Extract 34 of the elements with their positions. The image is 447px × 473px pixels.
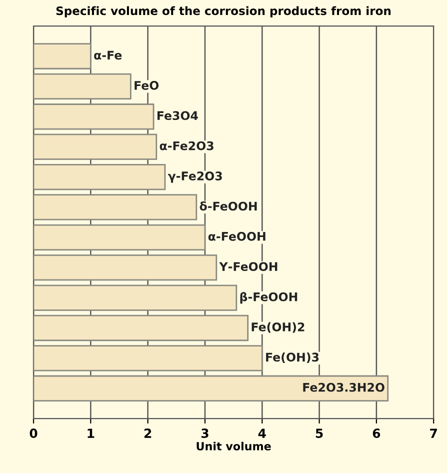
x-tick-label: 4 [258,428,266,438]
bar [34,73,132,100]
x-tick-label: 3 [201,428,208,438]
x-tick-label: 6 [372,428,380,438]
bar [34,194,198,220]
bar [34,284,238,311]
bar [34,345,263,372]
bar [34,43,92,70]
y-tick-label: β-FeOOH [240,292,298,304]
y-tick-label: α-Fe2O3 [160,141,214,150]
x-axis-title: Unit volume [196,442,271,450]
y-tick-label: Fe(OH)3 [266,352,319,363]
y-tick-label: δ-FeOOH [200,201,257,211]
y-tick-label: Fe3O4 [157,111,198,120]
y-tick-label: Fe2O3.3H2O [303,382,384,392]
y-tick-label: α-Fe [94,50,122,60]
y-tick-label: FeO [134,80,159,90]
x-tick-label: 5 [316,428,323,438]
bar [34,164,166,190]
bar [34,254,218,281]
y-tick-label: γ-Fe2O3 [168,172,222,183]
bar [34,375,389,402]
bar [34,104,154,130]
y-tick-label: Fe(OH)2 [252,322,304,333]
bar [34,224,206,250]
x-tick-label: 7 [430,428,437,438]
x-tick-label: 1 [88,428,94,438]
x-tick-label: 2 [144,428,152,438]
y-tick-label: Υ-FeOOH [219,262,278,272]
bar [34,314,249,342]
bar [34,134,158,160]
x-tick-label: 0 [30,428,38,438]
chart-title: Specific volume of the corrosion products from iron [56,6,391,18]
y-tick-label: α-FeOOH [208,232,266,241]
